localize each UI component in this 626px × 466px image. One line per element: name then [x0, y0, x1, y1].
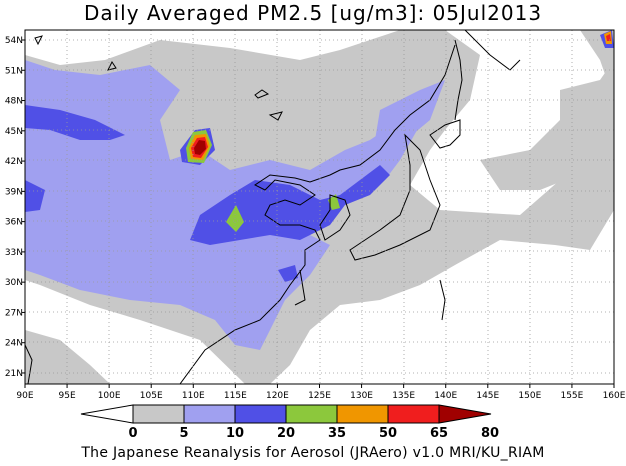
- colorbar-level-label: 5: [179, 426, 188, 441]
- graticule: [25, 30, 614, 384]
- lat-tick-label: 21N: [5, 369, 23, 379]
- lat-tick-label: 42N: [5, 157, 23, 167]
- lat-tick-label: 30N: [5, 278, 23, 288]
- lat-tick-label: 36N: [5, 218, 23, 228]
- lon-tick-label: 120E: [266, 391, 289, 401]
- colorbar-level-label: 10: [226, 426, 244, 441]
- colorbar-segment: [183, 404, 236, 424]
- colorbar: 0 5 10 20 35 50 65 80: [80, 404, 499, 441]
- lat-tick-label: 51N: [5, 66, 23, 76]
- lon-tick-label: 160E: [603, 391, 626, 401]
- longitude-ticks: 90E 95E 100E 105E 110E 115E 120E 125E 130E 135E 14…: [16, 384, 626, 401]
- colorbar-level-label: 35: [328, 426, 346, 441]
- colorbar-segment: [234, 404, 287, 424]
- lat-tick-label: 45N: [5, 127, 23, 137]
- contour-20-35: [25, 105, 125, 140]
- colorbar-level-label: 50: [379, 426, 397, 441]
- lon-tick-label: 140E: [434, 391, 457, 401]
- lon-tick-label: 90E: [16, 391, 33, 401]
- lon-tick-label: 100E: [98, 391, 121, 401]
- lon-tick-label: 110E: [182, 391, 205, 401]
- lon-tick-label: 125E: [308, 391, 331, 401]
- concentration-field: [25, 30, 614, 384]
- map-title: Daily Averaged PM2.5 [ug/m3]: 05Jul2013: [83, 1, 543, 25]
- colorbar-segment: [387, 404, 440, 424]
- coastlines: [25, 30, 521, 384]
- colorbar-low-arrow: [80, 404, 134, 424]
- lon-tick-label: 150E: [518, 391, 541, 401]
- colorbar-segment: [285, 404, 338, 424]
- lon-tick-label: 155E: [560, 391, 583, 401]
- lon-tick-label: 115E: [224, 391, 247, 401]
- latitude-ticks: 54N 51N 48N 45N 42N 39N 36N 33N 30N 27N 24N 21N: [5, 36, 25, 379]
- credit-line: The Japanese Reanalysis for Aerosol (JRA…: [81, 445, 545, 461]
- lat-tick-label: 39N: [5, 187, 23, 197]
- lat-tick-label: 48N: [5, 97, 23, 107]
- contour-80-plus: [194, 140, 206, 155]
- lon-tick-label: 145E: [476, 391, 499, 401]
- lon-tick-label: 130E: [350, 391, 373, 401]
- lat-tick-label: 33N: [5, 248, 23, 258]
- colorbar-level-label: 20: [277, 426, 295, 441]
- colorbar-segment: [336, 404, 389, 424]
- lat-tick-label: 54N: [5, 36, 23, 46]
- colorbar-high-arrow: [438, 404, 492, 424]
- colorbar-level-label: 80: [481, 426, 499, 441]
- lon-tick-label: 135E: [392, 391, 415, 401]
- colorbar-segment: [132, 404, 185, 424]
- colorbar-level-label: 65: [430, 426, 448, 441]
- colorbar-level-label: 0: [128, 426, 137, 441]
- lat-tick-label: 24N: [5, 339, 23, 349]
- lon-tick-label: 95E: [59, 391, 76, 401]
- lon-tick-label: 105E: [140, 391, 163, 401]
- lat-tick-label: 27N: [5, 308, 23, 318]
